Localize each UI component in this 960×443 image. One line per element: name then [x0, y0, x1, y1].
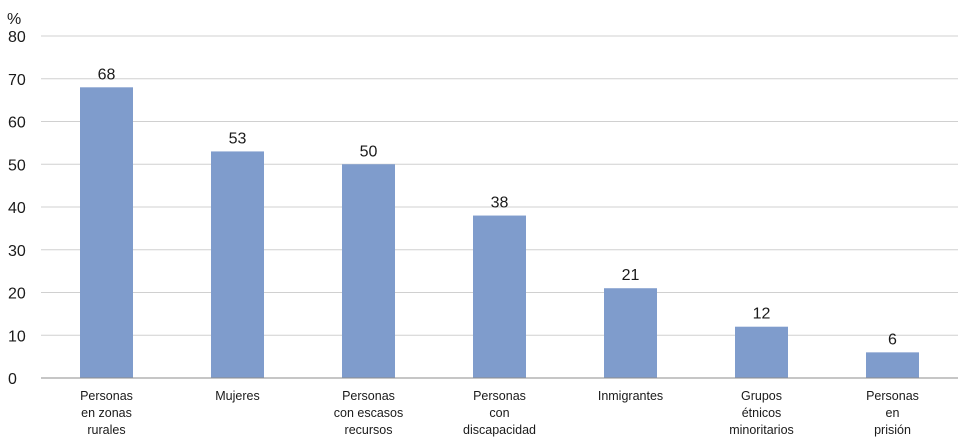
x-tick-label-line: Mujeres [215, 389, 259, 403]
x-tick-label-line: en [886, 406, 900, 420]
x-tick-label: Personas con escasos recursos [334, 389, 403, 437]
x-tick-label-line: en zonas [81, 406, 132, 420]
y-axis-tick-labels: 0 10 20 30 40 50 60 70 80 [8, 29, 26, 388]
x-tick-label-line: Personas [80, 389, 133, 403]
x-tick-label-line: con escasos [334, 406, 403, 420]
y-tick-label: 40 [8, 200, 26, 217]
y-tick-label: 70 [8, 72, 26, 89]
x-tick-label: Mujeres [215, 389, 259, 403]
x-tick-label: Personas en prisión [866, 389, 919, 437]
x-tick-label: Personas con discapacidad [463, 389, 536, 437]
bar [473, 215, 526, 378]
x-tick-label-line: recursos [345, 423, 393, 437]
y-tick-label: 50 [8, 157, 26, 174]
y-tick-label: 0 [8, 371, 17, 388]
x-tick-label-line: prisión [874, 423, 911, 437]
x-axis-tick-labels: Personas en zonas rurales Mujeres Personas co… [80, 389, 919, 437]
x-tick-label-line: Personas [342, 389, 395, 403]
bar [735, 326, 788, 378]
x-tick-label-line: Personas [473, 389, 526, 403]
data-label: 68 [98, 66, 116, 83]
x-tick-label-line: étnicos [742, 406, 782, 420]
x-tick-label: Personas en zonas rurales [80, 389, 133, 437]
y-tick-label: 80 [8, 29, 26, 46]
x-tick-label-line: rurales [87, 423, 125, 437]
x-tick-label-line: Inmigrantes [598, 389, 663, 403]
x-tick-label-line: Grupos [741, 389, 782, 403]
x-tick-label-line: minoritarios [729, 423, 794, 437]
x-tick-label-line: discapacidad [463, 423, 536, 437]
x-tick-label: Grupos étnicos minoritarios [729, 389, 794, 437]
bar [866, 352, 919, 378]
data-label: 53 [229, 130, 247, 147]
x-tick-label-line: Personas [866, 389, 919, 403]
x-tick-label: Inmigrantes [598, 389, 663, 403]
y-tick-label: 30 [8, 243, 26, 260]
data-label: 6 [888, 331, 897, 348]
bar [211, 151, 264, 378]
data-label: 50 [360, 143, 378, 160]
y-tick-label: 20 [8, 286, 26, 303]
bar [604, 288, 657, 378]
y-axis-unit-label: % [7, 11, 21, 28]
bars [80, 87, 919, 379]
data-label: 12 [753, 306, 771, 323]
x-tick-label-line: con [489, 406, 509, 420]
data-label: 21 [622, 267, 640, 284]
bar [80, 87, 133, 379]
y-tick-label: 10 [8, 328, 26, 345]
data-label: 38 [491, 195, 509, 212]
bar [342, 164, 395, 378]
y-tick-label: 60 [8, 115, 26, 132]
data-labels: 68 53 50 38 21 12 6 [98, 66, 897, 348]
